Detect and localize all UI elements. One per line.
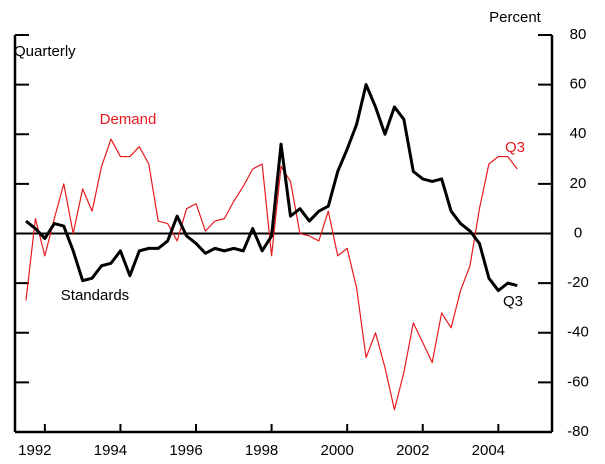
subtitle: Quarterly bbox=[14, 43, 76, 60]
y-tick-label: -80 bbox=[567, 423, 589, 440]
y-tick-label: -40 bbox=[567, 324, 589, 341]
x-tick-label: 1998 bbox=[245, 442, 278, 459]
series-label: Standards bbox=[61, 287, 129, 304]
y-tick-label: 0 bbox=[574, 224, 582, 241]
x-tick-label: 1994 bbox=[94, 442, 127, 459]
y-tick-label: 60 bbox=[570, 76, 587, 93]
x-tick-label: 1992 bbox=[18, 442, 51, 459]
y-tick-label: -20 bbox=[567, 274, 589, 291]
y-axis-label: Percent bbox=[489, 9, 542, 26]
series-line bbox=[25, 83, 518, 293]
y-tick-label: -60 bbox=[567, 373, 589, 390]
annotation: Q3 bbox=[503, 293, 523, 310]
x-tick-label: 2004 bbox=[472, 442, 505, 459]
y-tick-label: 20 bbox=[570, 175, 587, 192]
y-tick-label: 40 bbox=[570, 125, 587, 142]
x-tick-label: 2002 bbox=[396, 442, 429, 459]
series-label: Demand bbox=[100, 111, 157, 128]
x-tick-label: 2000 bbox=[320, 442, 353, 459]
x-tick-label: 1996 bbox=[169, 442, 202, 459]
y-tick-label: 80 bbox=[570, 26, 587, 43]
series-line bbox=[25, 138, 518, 411]
annotation: Q3 bbox=[505, 139, 525, 156]
